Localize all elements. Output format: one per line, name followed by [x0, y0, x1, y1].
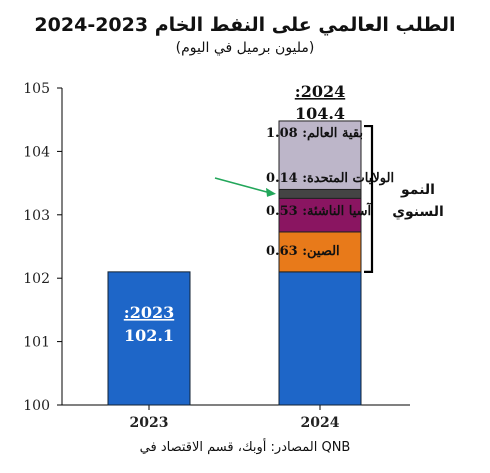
segment-label: بقية العالم: 1.08: [266, 126, 363, 141]
bar-2024-segment: [278, 231, 362, 273]
segment-label: الصين: 0.63: [266, 244, 340, 259]
x-tick-label: 2023: [130, 415, 169, 431]
chart-subtitle: (مليون برميل في اليوم): [175, 40, 315, 56]
segment-label: الولايات المتحدة: 0.14: [266, 171, 394, 186]
y-tick-label: 104: [23, 144, 50, 160]
y-tick-label: 101: [23, 335, 50, 351]
bar-2023-value-label: 102.1: [124, 326, 174, 345]
us-arrow-line: [214, 177, 271, 194]
growth-label-line2: السنوي: [392, 204, 444, 221]
x-tick-label: 2024: [301, 415, 340, 431]
bar-2024-base: [278, 271, 362, 406]
bar-2024-segment: [278, 188, 362, 199]
chart-title: الطلب العالمي على النفط الخام 2023-2024: [34, 14, 456, 36]
us-arrow-head: [266, 187, 276, 197]
bar-2024-year-label: :2024: [295, 82, 345, 101]
segment-label: آسيا الناشئة: 0.53: [266, 202, 373, 219]
y-tick-label: 102: [23, 271, 50, 287]
bar-2024-segment: [278, 120, 362, 190]
y-tick-label: 105: [23, 81, 50, 97]
bar-2024-total-label: 104.4: [295, 104, 345, 123]
bar-2023-year-label: :2023: [124, 303, 174, 322]
growth-bracket: [364, 124, 374, 273]
y-tick-label: 100: [23, 398, 50, 414]
y-tick-label: 103: [23, 208, 50, 224]
bar-2023: [107, 271, 191, 406]
chart-source: المصادر: أوبك، قسم الاقتصاد في QNB: [139, 440, 351, 455]
growth-label-line1: النمو: [400, 182, 435, 198]
